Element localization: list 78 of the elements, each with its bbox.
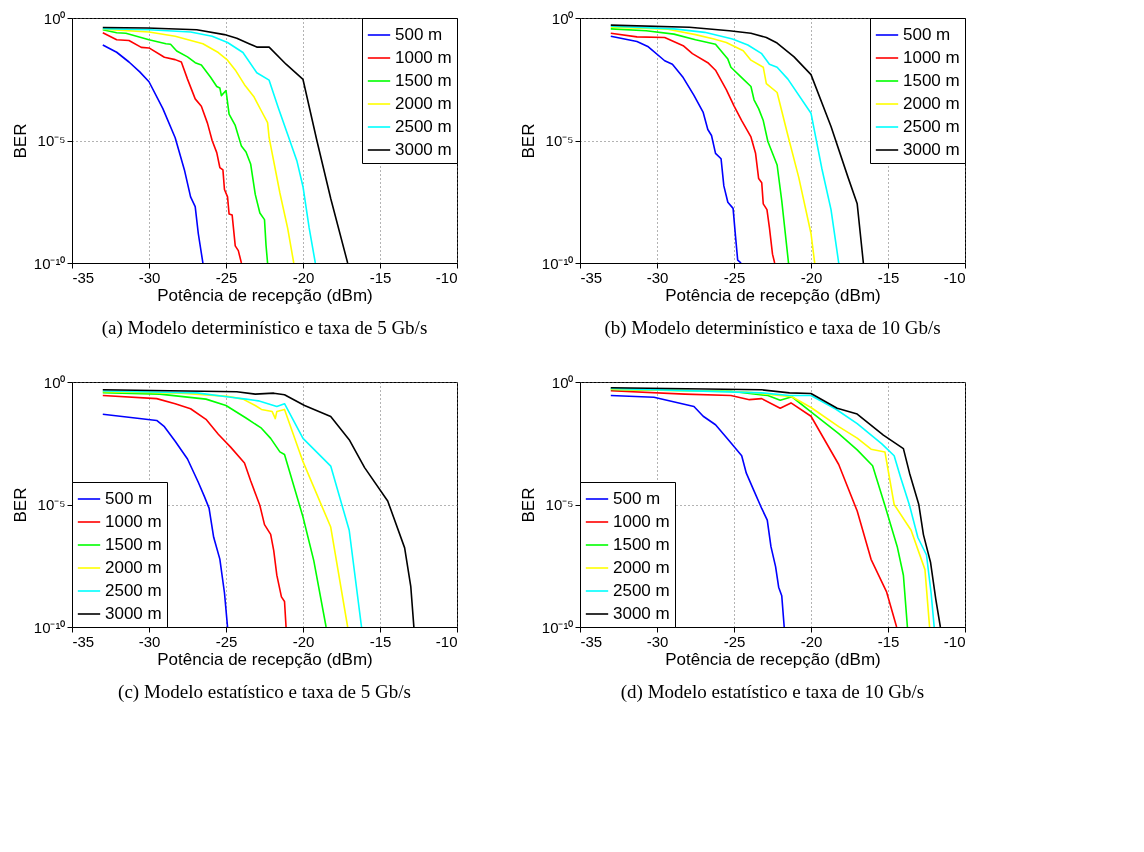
x-tick-label: -10: [435, 632, 458, 650]
legend-label: 2000 m: [613, 558, 670, 577]
y-axis-title: BER: [518, 123, 538, 159]
y-axis-title: BER: [10, 123, 30, 159]
x-tick-label: -35: [72, 632, 95, 650]
legend-label: 3000 m: [105, 604, 162, 623]
y-tick-label: 10⁰: [43, 373, 66, 391]
y-tick-label: 10⁻⁵: [37, 132, 66, 149]
y-axis-title: BER: [10, 487, 30, 523]
y-tick-label: 10⁻¹⁰: [541, 618, 574, 636]
legend-label: 500 m: [395, 25, 443, 44]
x-tick-label: -15: [877, 632, 900, 650]
x-tick-label: -10: [943, 268, 966, 286]
x-tick-label: -25: [215, 632, 238, 650]
legend-label: 1000 m: [613, 512, 670, 531]
legend-label: 1500 m: [613, 535, 670, 554]
legend-label: 2500 m: [105, 581, 162, 600]
text: (d) Modelo estatístico e taxa de 10 Gb/s: [620, 681, 925, 703]
x-tick-label: -10: [943, 632, 966, 650]
x-tick-label: -35: [580, 632, 603, 650]
legend-label: 1500 m: [395, 71, 452, 90]
x-axis-title: Potência de recepção (dBm): [157, 285, 373, 305]
text: (a) Modelo determinístico e taxa de 5 Gb/s: [101, 317, 428, 339]
legend-label: 1000 m: [903, 48, 960, 67]
line-series: [102, 394, 287, 627]
x-tick-label: -30: [646, 632, 669, 650]
y-tick-label: 10⁰: [43, 9, 66, 27]
x-axis-title: Potência de recepção (dBm): [157, 649, 373, 669]
x-tick-label: -30: [138, 632, 161, 650]
y-tick-label: 10⁰: [551, 9, 574, 27]
x-tick-label: -15: [369, 632, 392, 650]
y-tick-label: 10⁻¹⁰: [541, 254, 574, 272]
text: (b) Modelo determinístico e taxa de 10 Gb/s: [604, 317, 941, 339]
legend-label: 500 m: [613, 489, 661, 508]
legend-label: 2500 m: [613, 581, 670, 600]
legend-label: 2500 m: [395, 117, 452, 136]
x-tick-label: -25: [215, 268, 238, 286]
x-tick-label: -20: [800, 632, 823, 650]
legend-label: 3000 m: [903, 140, 960, 159]
x-tick-label: -10: [435, 268, 458, 286]
legend-label: 500 m: [903, 25, 951, 44]
x-tick-label: -15: [877, 268, 900, 286]
x-tick-label: -25: [723, 632, 746, 650]
legend-label: 3000 m: [395, 140, 452, 159]
line-series: [610, 394, 785, 627]
x-tick-label: -20: [292, 632, 315, 650]
x-tick-label: -25: [723, 268, 746, 286]
y-tick-label: 10⁻⁵: [545, 496, 574, 513]
y-tick-label: 10⁻¹⁰: [33, 254, 66, 272]
y-tick-label: 10⁰: [551, 373, 574, 391]
legend-label: 2500 m: [903, 117, 960, 136]
y-tick-label: 10⁻¹⁰: [33, 618, 66, 636]
x-tick-label: -15: [369, 268, 392, 286]
y-tick-label: 10⁻⁵: [37, 496, 66, 513]
line-series: [610, 35, 742, 263]
legend-label: 1500 m: [105, 535, 162, 554]
legend-label: 2000 m: [395, 94, 452, 113]
x-tick-label: -20: [800, 268, 823, 286]
legend-label: 2000 m: [903, 94, 960, 113]
x-axis-title: Potência de recepção (dBm): [665, 649, 881, 669]
legend-label: 1000 m: [105, 512, 162, 531]
legend-label: 500 m: [105, 489, 153, 508]
y-axis-title: BER: [518, 487, 538, 523]
text: (c) Modelo estatístico e taxa de 5 Gb/s: [118, 681, 411, 703]
x-tick-label: -20: [292, 268, 315, 286]
line-series: [102, 413, 229, 627]
x-tick-label: -30: [646, 268, 669, 286]
legend-label: 1000 m: [395, 48, 452, 67]
x-tick-label: -35: [72, 268, 95, 286]
legend-label: 3000 m: [613, 604, 670, 623]
line-series: [102, 31, 243, 263]
legend-label: 1500 m: [903, 71, 960, 90]
x-axis-title: Potência de recepção (dBm): [665, 285, 881, 305]
y-tick-label: 10⁻⁵: [545, 132, 574, 149]
x-tick-label: -35: [580, 268, 603, 286]
x-tick-label: -30: [138, 268, 161, 286]
legend-label: 2000 m: [105, 558, 162, 577]
line-series: [102, 44, 204, 263]
